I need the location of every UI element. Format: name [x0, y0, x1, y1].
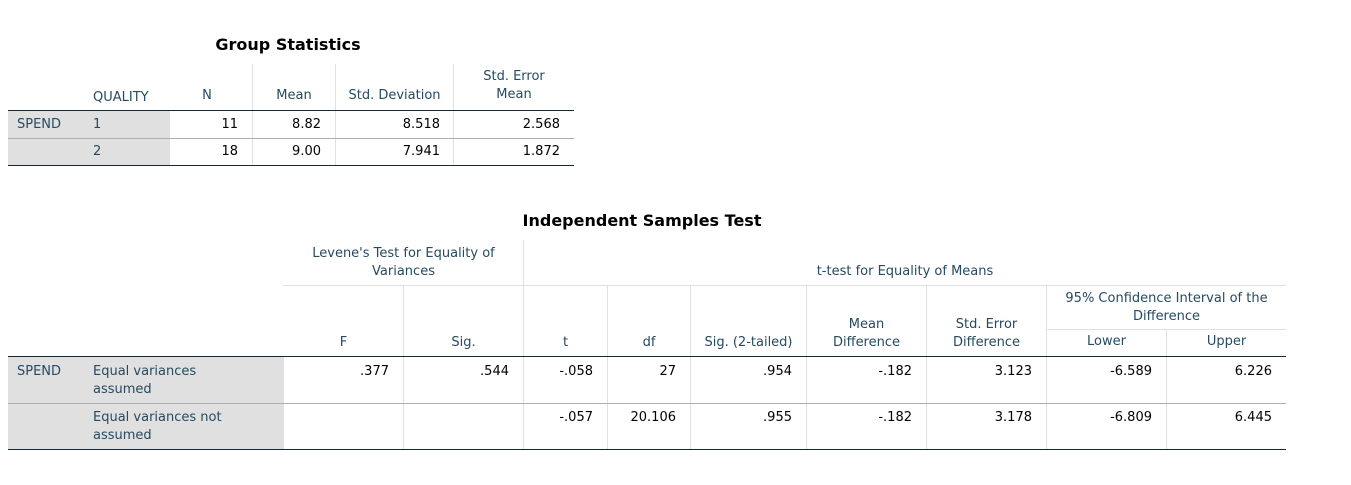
bottom-rule — [8, 449, 1286, 450]
row-label: Equal variances not — [93, 410, 222, 425]
ci-header: 95% Confidence Interval of the — [1065, 291, 1268, 306]
col-header-group: QUALITY — [93, 90, 149, 105]
se-value: 2.568 — [522, 117, 560, 132]
row-label: Equal variances — [93, 364, 197, 379]
sig2-value: .954 — [763, 364, 792, 379]
group-value: 2 — [93, 144, 102, 159]
row-label: assumed — [93, 382, 152, 397]
col-header-sig: Sig. — [451, 335, 476, 350]
col-header-n: N — [202, 88, 212, 103]
column-divider — [926, 286, 927, 449]
independent-samples-test-title: Independent Samples Test — [522, 211, 762, 230]
ci-header: Difference — [1132, 309, 1201, 324]
header-separator — [283, 285, 1286, 286]
levene-header: Levene's Test for Equality of — [312, 246, 495, 261]
f-value: .377 — [360, 364, 389, 379]
col-header-lower: Lower — [1087, 334, 1126, 349]
row-rule — [8, 403, 1286, 404]
mean-diff-value: -.182 — [878, 410, 912, 425]
row-rule — [8, 138, 574, 139]
col-header-mean-difference: Mean — [848, 317, 885, 332]
sd-value: 8.518 — [402, 117, 440, 132]
column-divider — [252, 64, 253, 165]
row-label: assumed — [93, 428, 152, 443]
sd-value: 7.941 — [402, 144, 440, 159]
col-header-upper: Upper — [1206, 334, 1247, 349]
header-rule — [8, 356, 1286, 357]
col-header-std-deviation: Std. Deviation — [348, 88, 441, 103]
df-value: 20.106 — [630, 410, 677, 425]
column-divider — [1046, 286, 1047, 449]
column-divider — [806, 286, 807, 449]
column-divider — [335, 64, 336, 165]
lower-value: -6.809 — [1110, 410, 1152, 425]
column-divider — [690, 286, 691, 449]
n-value: 18 — [221, 144, 238, 159]
se-value: 1.872 — [522, 144, 560, 159]
se-diff-value: 3.178 — [994, 410, 1032, 425]
t-value: -.057 — [559, 410, 593, 425]
col-header-f: F — [339, 335, 348, 350]
col-header-std-error-mean: Mean — [496, 87, 532, 102]
col-header-mean: Mean — [276, 88, 312, 103]
header-rule — [8, 110, 574, 111]
column-divider — [403, 286, 404, 449]
column-divider — [1166, 330, 1167, 449]
df-value: 27 — [659, 364, 676, 379]
levene-header: Variances — [372, 264, 435, 279]
col-header-mean-difference: Difference — [832, 335, 901, 350]
bottom-rule — [8, 165, 574, 166]
column-divider — [607, 286, 608, 449]
sig2-value: .955 — [763, 410, 792, 425]
ttest-header: t-test for Equality of Means — [816, 264, 994, 279]
col-header-df: df — [642, 335, 656, 350]
col-header-sig-2-tailed: Sig. (2-tailed) — [704, 335, 793, 350]
mean-diff-value: -.182 — [878, 364, 912, 379]
lower-value: -6.589 — [1110, 364, 1152, 379]
upper-value: 6.226 — [1234, 364, 1272, 379]
se-diff-value: 3.123 — [994, 364, 1032, 379]
row-variable-label: SPEND — [17, 364, 62, 379]
group-statistics-title: Group Statistics — [215, 35, 361, 54]
upper-value: 6.445 — [1234, 410, 1272, 425]
col-header-t: t — [562, 335, 569, 350]
row-variable-label: SPEND — [17, 117, 62, 132]
group-value: 1 — [93, 117, 102, 132]
col-header-std-error-mean: Std. Error — [483, 69, 545, 84]
mean-value: 8.82 — [292, 117, 321, 132]
t-value: -.058 — [559, 364, 593, 379]
col-header-std-error-difference: Difference — [952, 335, 1021, 350]
header-separator — [1046, 329, 1286, 330]
col-header-std-error-difference: Std. Error — [955, 317, 1018, 332]
column-divider — [523, 240, 524, 449]
sig-value: .544 — [480, 364, 509, 379]
column-divider — [453, 64, 454, 165]
mean-value: 9.00 — [292, 144, 321, 159]
n-value: 11 — [221, 117, 238, 132]
